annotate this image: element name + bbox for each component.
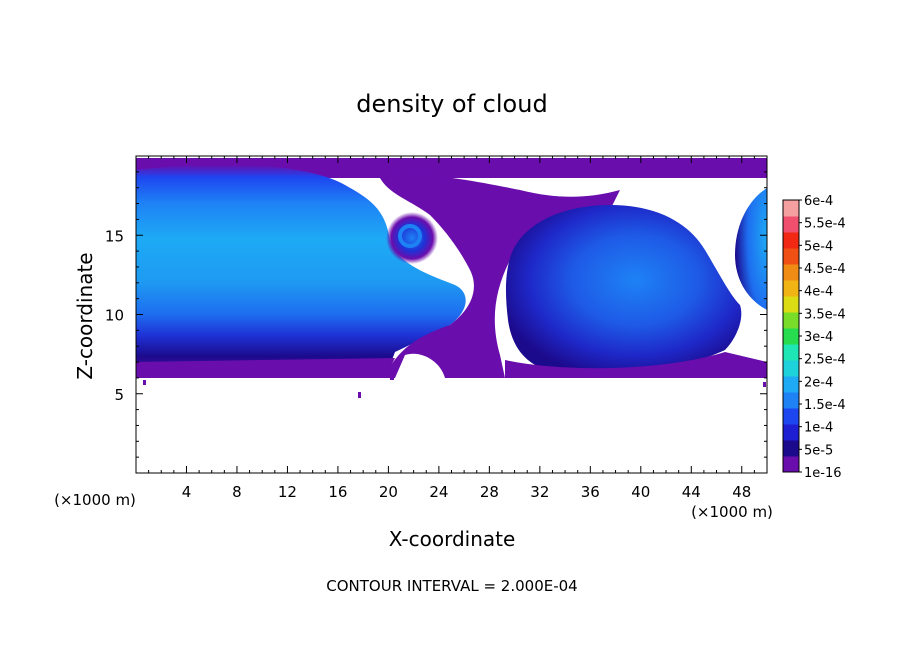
x-tick-label: 8 <box>232 483 242 501</box>
colorbar-swatch <box>783 216 799 233</box>
colorbar-label: 1e-16 <box>804 466 842 481</box>
chart-title: density of cloud <box>356 90 547 118</box>
vortex <box>386 212 438 264</box>
x-unit-label: (×1000 m) <box>691 503 773 521</box>
y-tick-label: 10 <box>105 307 124 325</box>
x-tick-label: 44 <box>682 483 701 501</box>
x-tick-label: 28 <box>480 483 499 501</box>
vortex-core <box>398 224 422 248</box>
speck <box>390 370 394 380</box>
clear-region <box>136 378 767 473</box>
cloud-layer-right <box>505 205 742 372</box>
cloud-layer-left <box>136 164 466 378</box>
x-tick-label: 16 <box>328 483 347 501</box>
colorbar-label: 1e-4 <box>804 421 833 436</box>
cloud-edge-right <box>735 188 767 310</box>
cloud-field <box>136 158 767 473</box>
colorbar-label: 2e-4 <box>804 375 833 390</box>
y-tick-label: 15 <box>105 227 124 245</box>
x-tick-label: 12 <box>278 483 297 501</box>
speck <box>358 392 361 398</box>
contour-interval: CONTOUR INTERVAL = 2.000E-04 <box>326 577 577 595</box>
colorbar-swatch <box>783 280 799 297</box>
speck <box>763 382 766 387</box>
colorbar-label: 5.5e-4 <box>804 217 846 232</box>
cloud-lower-edge <box>136 358 395 378</box>
colorbar-label: 4.5e-4 <box>804 262 846 277</box>
x-tick-label: 32 <box>530 483 549 501</box>
colorbar-swatch <box>783 392 799 409</box>
colorbar-swatch <box>783 440 799 457</box>
colorbar-label: 6e-4 <box>804 194 833 209</box>
colorbar-swatch <box>783 424 799 441</box>
x-tick-label: 36 <box>581 483 600 501</box>
y-axis: 5 10 15 <box>105 171 767 458</box>
colorbar-label: 3.5e-4 <box>804 307 846 322</box>
colorbar-swatch <box>783 376 799 393</box>
colorbar-swatch <box>783 264 799 281</box>
colorbar-label: 5e-4 <box>804 239 833 254</box>
colorbar-swatch <box>783 232 799 249</box>
colorbar-swatch <box>783 248 799 265</box>
colorbar-label: 3e-4 <box>804 330 833 345</box>
y-tick-label: 5 <box>114 386 124 404</box>
colorbar-swatch <box>783 312 799 329</box>
colorbar-swatch <box>783 408 799 425</box>
colorbar-swatch <box>783 456 799 473</box>
colorbar-label: 2.5e-4 <box>804 353 846 368</box>
colorbar-swatch <box>783 328 799 345</box>
colorbar-swatch <box>783 200 799 217</box>
cloud-bottom-band <box>505 352 767 378</box>
y-unit-label: (×1000 m) <box>54 491 136 509</box>
colorbar-label: 1.5e-4 <box>804 398 846 413</box>
x-tick-label: 4 <box>182 483 192 501</box>
colorbar: 6e-4 5.5e-4 5e-4 4.5e-4 4e-4 3.5e-4 3e-4 2.5e-4… <box>782 194 846 481</box>
speck <box>143 380 146 385</box>
x-tick-label: 40 <box>631 483 650 501</box>
x-tick-label: 48 <box>732 483 751 501</box>
x-tick-label: 24 <box>429 483 448 501</box>
colorbar-swatch <box>783 344 799 361</box>
y-axis-label: Z-coordinate <box>73 252 97 379</box>
x-axis-label: X-coordinate <box>389 527 516 551</box>
colorbar-swatch <box>783 296 799 313</box>
x-tick-label: 20 <box>379 483 398 501</box>
colorbar-label: 5e-5 <box>804 443 833 458</box>
x-axis: 4 8 12 16 20 24 28 32 36 40 44 48 <box>148 156 755 501</box>
colorbar-swatch <box>783 360 799 377</box>
colorbar-label: 4e-4 <box>804 285 833 300</box>
